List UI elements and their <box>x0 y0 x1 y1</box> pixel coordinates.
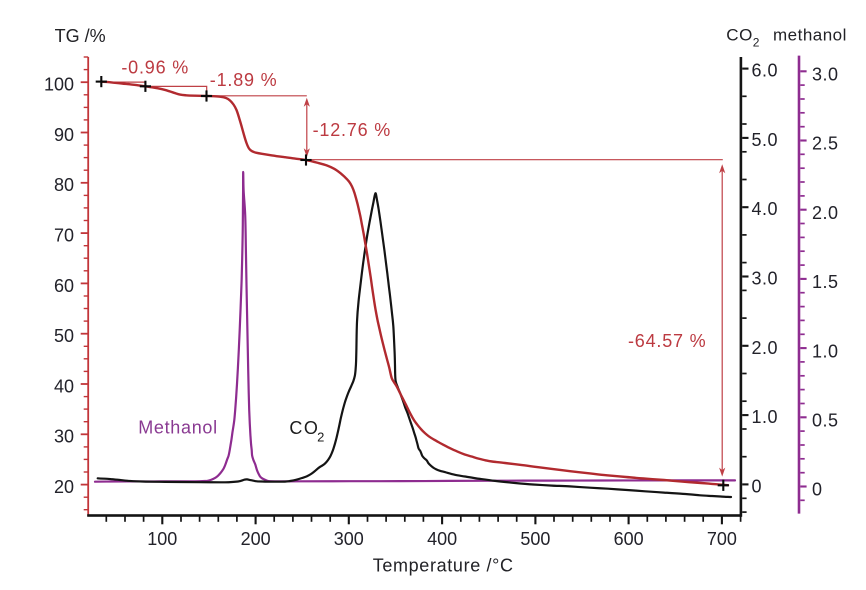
svg-text:40: 40 <box>54 376 74 396</box>
svg-text:2: 2 <box>317 430 324 445</box>
svg-text:-0.96 %: -0.96 % <box>121 58 189 78</box>
svg-text:2.0: 2.0 <box>752 338 779 358</box>
svg-text:CO: CO <box>289 418 319 438</box>
svg-text:1.0: 1.0 <box>812 341 839 361</box>
svg-text:0: 0 <box>752 476 763 496</box>
svg-text:4.0: 4.0 <box>752 199 779 219</box>
svg-text:600: 600 <box>614 529 644 549</box>
svg-text:6.0: 6.0 <box>752 61 779 81</box>
svg-text:30: 30 <box>54 427 74 447</box>
svg-text:90: 90 <box>54 125 74 145</box>
svg-text:0.5: 0.5 <box>812 411 839 431</box>
svg-text:2.0: 2.0 <box>812 203 839 223</box>
svg-text:-64.57 %: -64.57 % <box>628 331 706 351</box>
svg-text:20: 20 <box>54 477 74 497</box>
svg-text:3.0: 3.0 <box>752 269 779 289</box>
svg-text:-1.89 %: -1.89 % <box>210 70 278 90</box>
svg-text:Temperature /°C: Temperature /°C <box>373 555 514 575</box>
svg-text:400: 400 <box>427 529 457 549</box>
svg-text:200: 200 <box>241 529 271 549</box>
svg-text:2.5: 2.5 <box>812 134 839 154</box>
svg-text:100: 100 <box>44 75 74 95</box>
svg-text:3.0: 3.0 <box>812 65 839 85</box>
svg-text:70: 70 <box>54 226 74 246</box>
svg-text:500: 500 <box>520 529 550 549</box>
svg-text:300: 300 <box>334 529 364 549</box>
svg-text:1.5: 1.5 <box>812 272 839 292</box>
svg-text:1.0: 1.0 <box>752 407 779 427</box>
svg-text:80: 80 <box>54 175 74 195</box>
svg-text:60: 60 <box>54 276 74 296</box>
svg-text:0: 0 <box>812 480 823 500</box>
svg-text:50: 50 <box>54 326 74 346</box>
svg-text:100: 100 <box>147 529 177 549</box>
svg-text:Methanol: Methanol <box>138 418 218 438</box>
svg-text:-12.76 %: -12.76 % <box>313 120 391 140</box>
svg-text:700: 700 <box>707 529 737 549</box>
svg-text:5.0: 5.0 <box>752 130 779 150</box>
svg-text:TG /%: TG /% <box>55 26 106 46</box>
